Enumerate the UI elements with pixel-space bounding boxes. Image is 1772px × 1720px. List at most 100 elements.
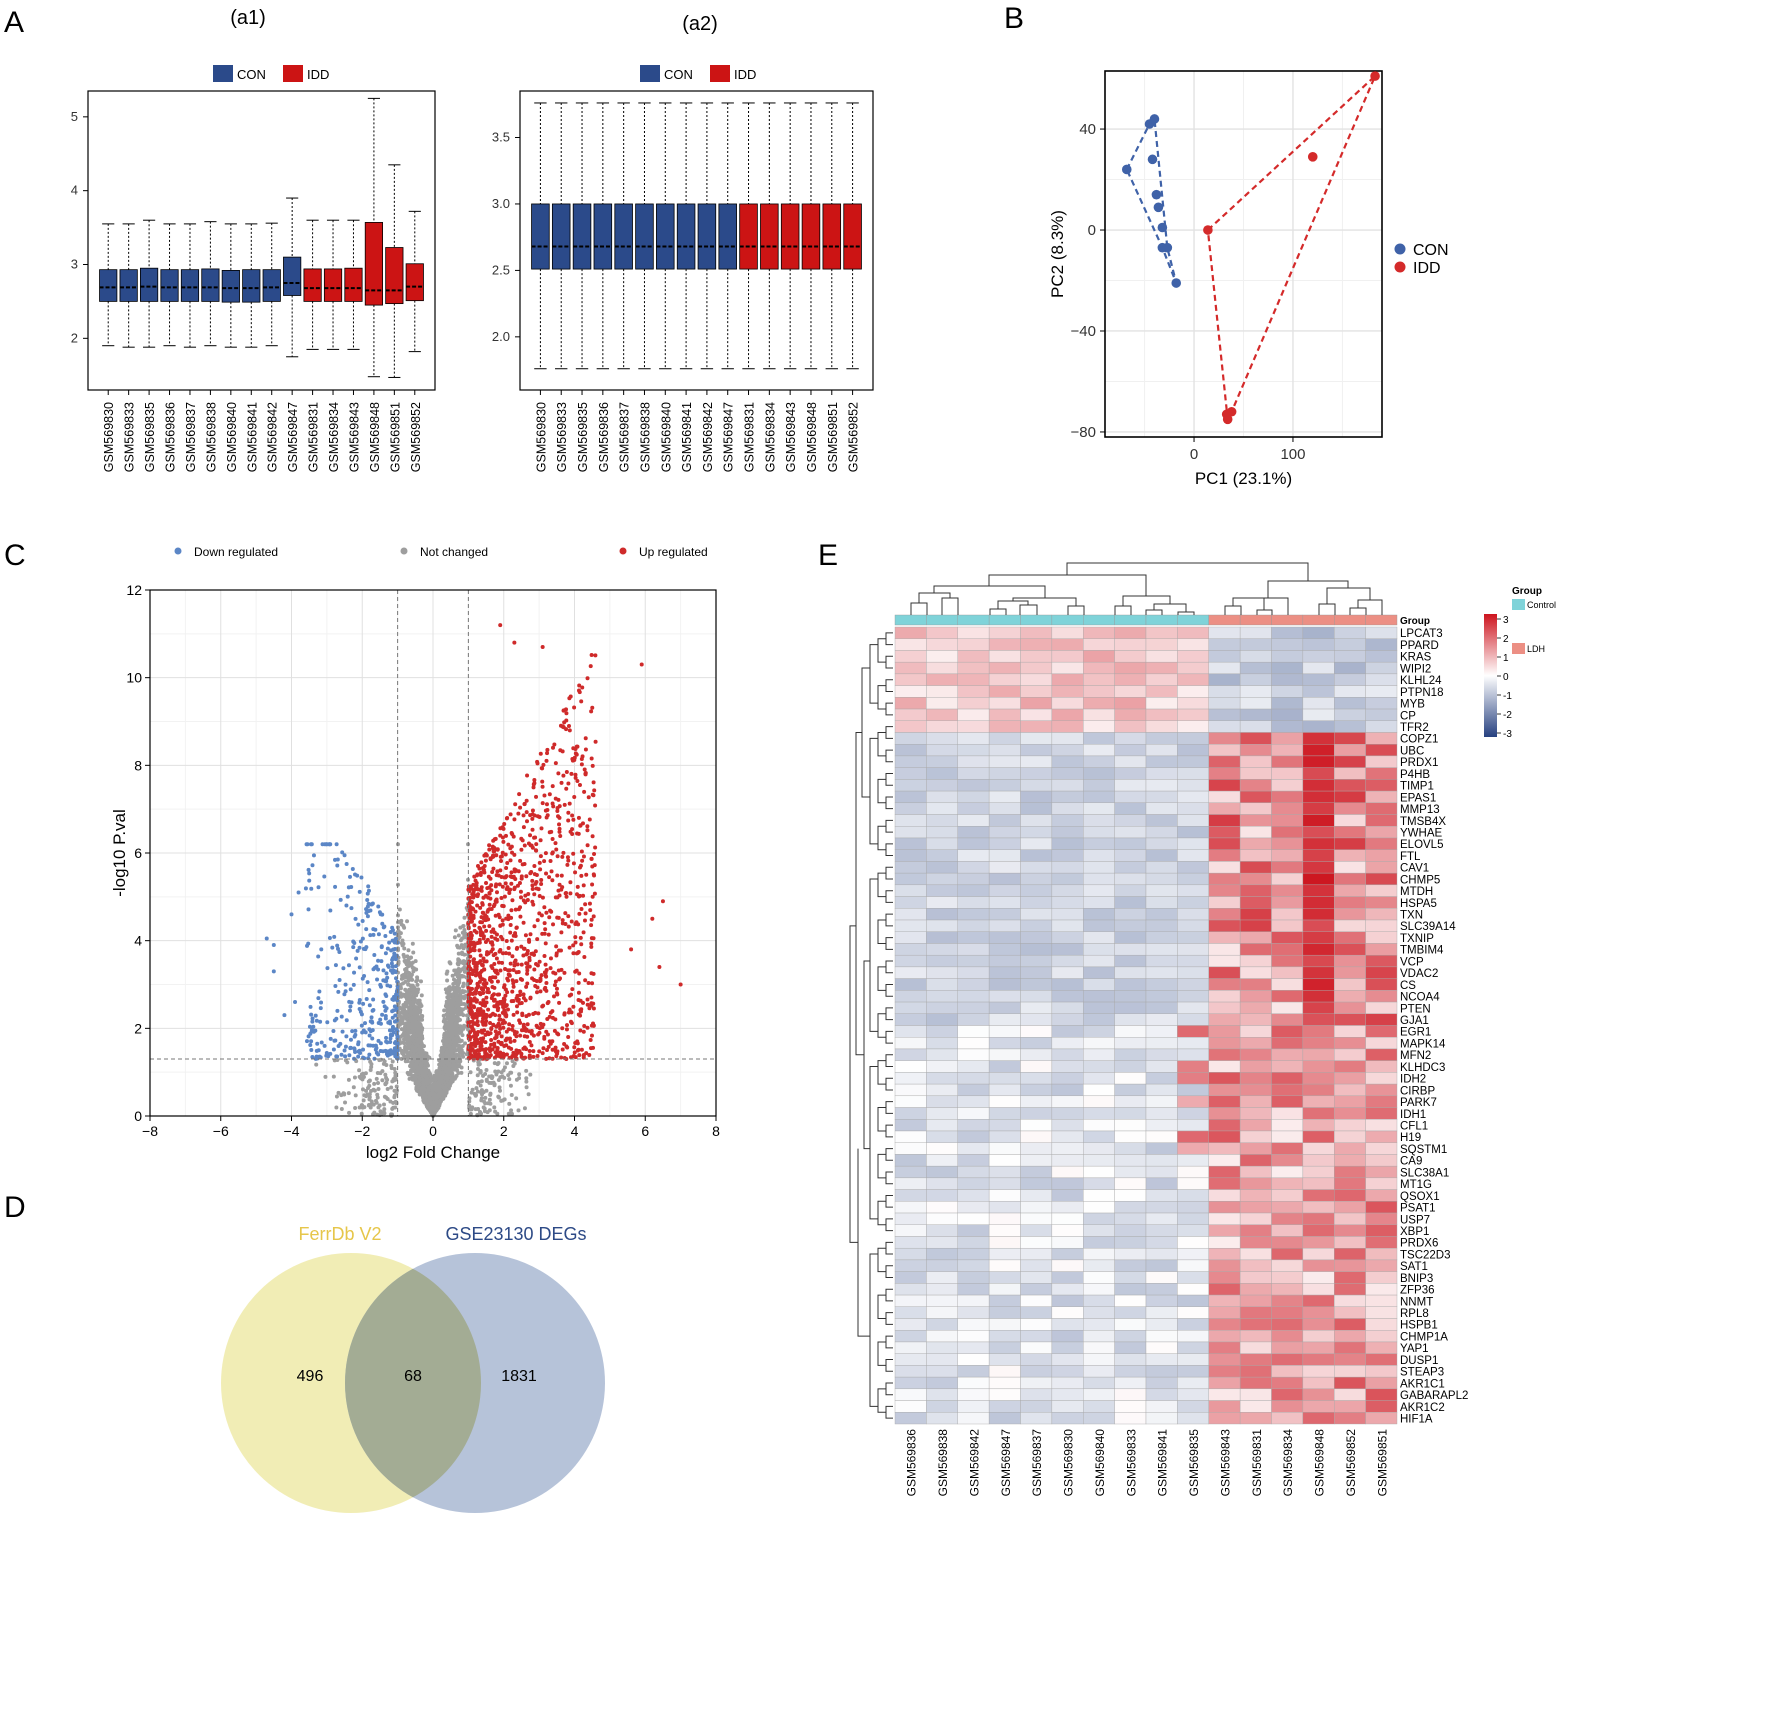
point-not-changed (413, 1081, 418, 1086)
point-not-changed (413, 1023, 418, 1028)
y-axis-label: PC2 (8.3%) (1048, 210, 1067, 298)
box-GSM569852 (843, 203, 862, 270)
point-down-regulated (366, 1056, 371, 1061)
point-down-regulated (318, 1006, 323, 1011)
point-down-regulated (351, 982, 356, 987)
legend-swatch-con (213, 65, 233, 82)
point-not-changed (437, 1069, 442, 1074)
panel-label-a: A (4, 6, 24, 39)
x-axis-label: PC1 (23.1%) (1195, 469, 1292, 488)
point-not-changed (512, 1061, 517, 1066)
point-not-changed (392, 1093, 397, 1098)
point-not-changed (403, 1049, 408, 1054)
point-not-changed (410, 965, 415, 970)
point-down-regulated (310, 1054, 315, 1059)
point-not-changed (509, 1108, 514, 1113)
point-not-changed (476, 1079, 481, 1084)
point-down-regulated (374, 964, 379, 969)
y-tick-label: 3 (71, 256, 78, 271)
point-not-changed (455, 1039, 460, 1044)
box-GSM569842 (697, 203, 717, 270)
plot-frame (519, 90, 874, 391)
point-not-changed (397, 907, 402, 912)
point-not-changed (380, 1078, 385, 1083)
point-not-changed (444, 1087, 449, 1092)
x-tick-label: GSM569834 (327, 402, 341, 472)
point-down-regulated (356, 922, 361, 927)
point-not-changed (451, 1067, 456, 1072)
point-not-changed (475, 1067, 480, 1072)
point-not-changed (456, 972, 461, 977)
point-not-changed (504, 1061, 509, 1066)
box-GSM569838 (635, 203, 654, 270)
point-not-changed (473, 1093, 478, 1098)
point-not-changed (460, 951, 465, 956)
point-not-changed (500, 1074, 505, 1079)
point-not-changed (376, 1087, 381, 1092)
point-not-changed (446, 1076, 451, 1081)
point-not-changed (487, 1097, 492, 1102)
point-not-changed (393, 1070, 398, 1075)
point-not-changed (474, 1086, 479, 1091)
x-tick-label: GSM569847 (286, 402, 300, 472)
point-not-changed (418, 1017, 423, 1022)
point-not-changed (479, 1096, 484, 1101)
point-not-changed (405, 975, 410, 980)
point-idd (1222, 414, 1233, 425)
point-not-changed (462, 989, 467, 994)
point-not-changed (454, 993, 459, 998)
x-tick-label: GSM569840 (659, 402, 673, 472)
point-not-changed (408, 1072, 413, 1077)
x-tick-label: GSM569848 (368, 402, 382, 472)
point-down-regulated (343, 1054, 348, 1059)
x-tick-label: GSM569852 (847, 402, 861, 472)
point-not-changed (406, 948, 411, 953)
point-not-changed (401, 923, 406, 928)
point-not-changed (528, 1072, 533, 1077)
point-not-changed (514, 1096, 519, 1101)
panel-label-e: E (818, 539, 838, 572)
point-not-changed (400, 943, 405, 948)
point-down-regulated (331, 1029, 336, 1034)
point-not-changed (499, 1098, 504, 1103)
legend-label-con: CON (237, 67, 266, 82)
box-GSM569837 (180, 269, 200, 302)
box-GSM569836 (160, 269, 179, 302)
point-down-regulated (344, 1034, 349, 1039)
point-not-changed (517, 1076, 522, 1081)
legend-label-idd: IDD (307, 67, 329, 82)
point-not-changed (406, 1045, 411, 1050)
point-down-regulated (309, 1048, 314, 1053)
point-not-changed (413, 1007, 418, 1012)
point-not-changed (407, 1040, 412, 1045)
point-down-regulated (345, 894, 350, 899)
point-not-changed (342, 1092, 347, 1097)
point-not-changed (467, 1105, 472, 1110)
point-not-changed (442, 1019, 447, 1024)
point-not-changed (419, 1091, 424, 1096)
point-not-changed (516, 1108, 521, 1113)
point-not-changed (418, 1032, 423, 1037)
point-not-changed (443, 1091, 448, 1096)
point-down-regulated (352, 970, 357, 975)
point-not-changed (400, 993, 405, 998)
y-tick-label: 2.0 (492, 329, 510, 344)
point-not-changed (460, 1033, 465, 1038)
point-not-changed (451, 982, 456, 987)
point-not-changed (362, 1105, 367, 1110)
x-tick-label: GSM569837 (184, 402, 198, 472)
box-GSM569837 (614, 203, 633, 270)
point-down-regulated (360, 918, 365, 923)
point-not-changed (446, 997, 451, 1002)
point-not-changed (411, 991, 416, 996)
point-not-changed (494, 1070, 499, 1075)
point-not-changed (424, 1095, 429, 1100)
point-not-changed (458, 960, 463, 965)
point-not-changed (382, 1102, 387, 1107)
x-tick-label: GSM569840 (225, 402, 239, 472)
point-not-changed (445, 1004, 450, 1009)
point-not-changed (508, 1111, 513, 1116)
legend-label-con: CON (1413, 242, 1449, 259)
box-GSM569847 (718, 203, 737, 270)
